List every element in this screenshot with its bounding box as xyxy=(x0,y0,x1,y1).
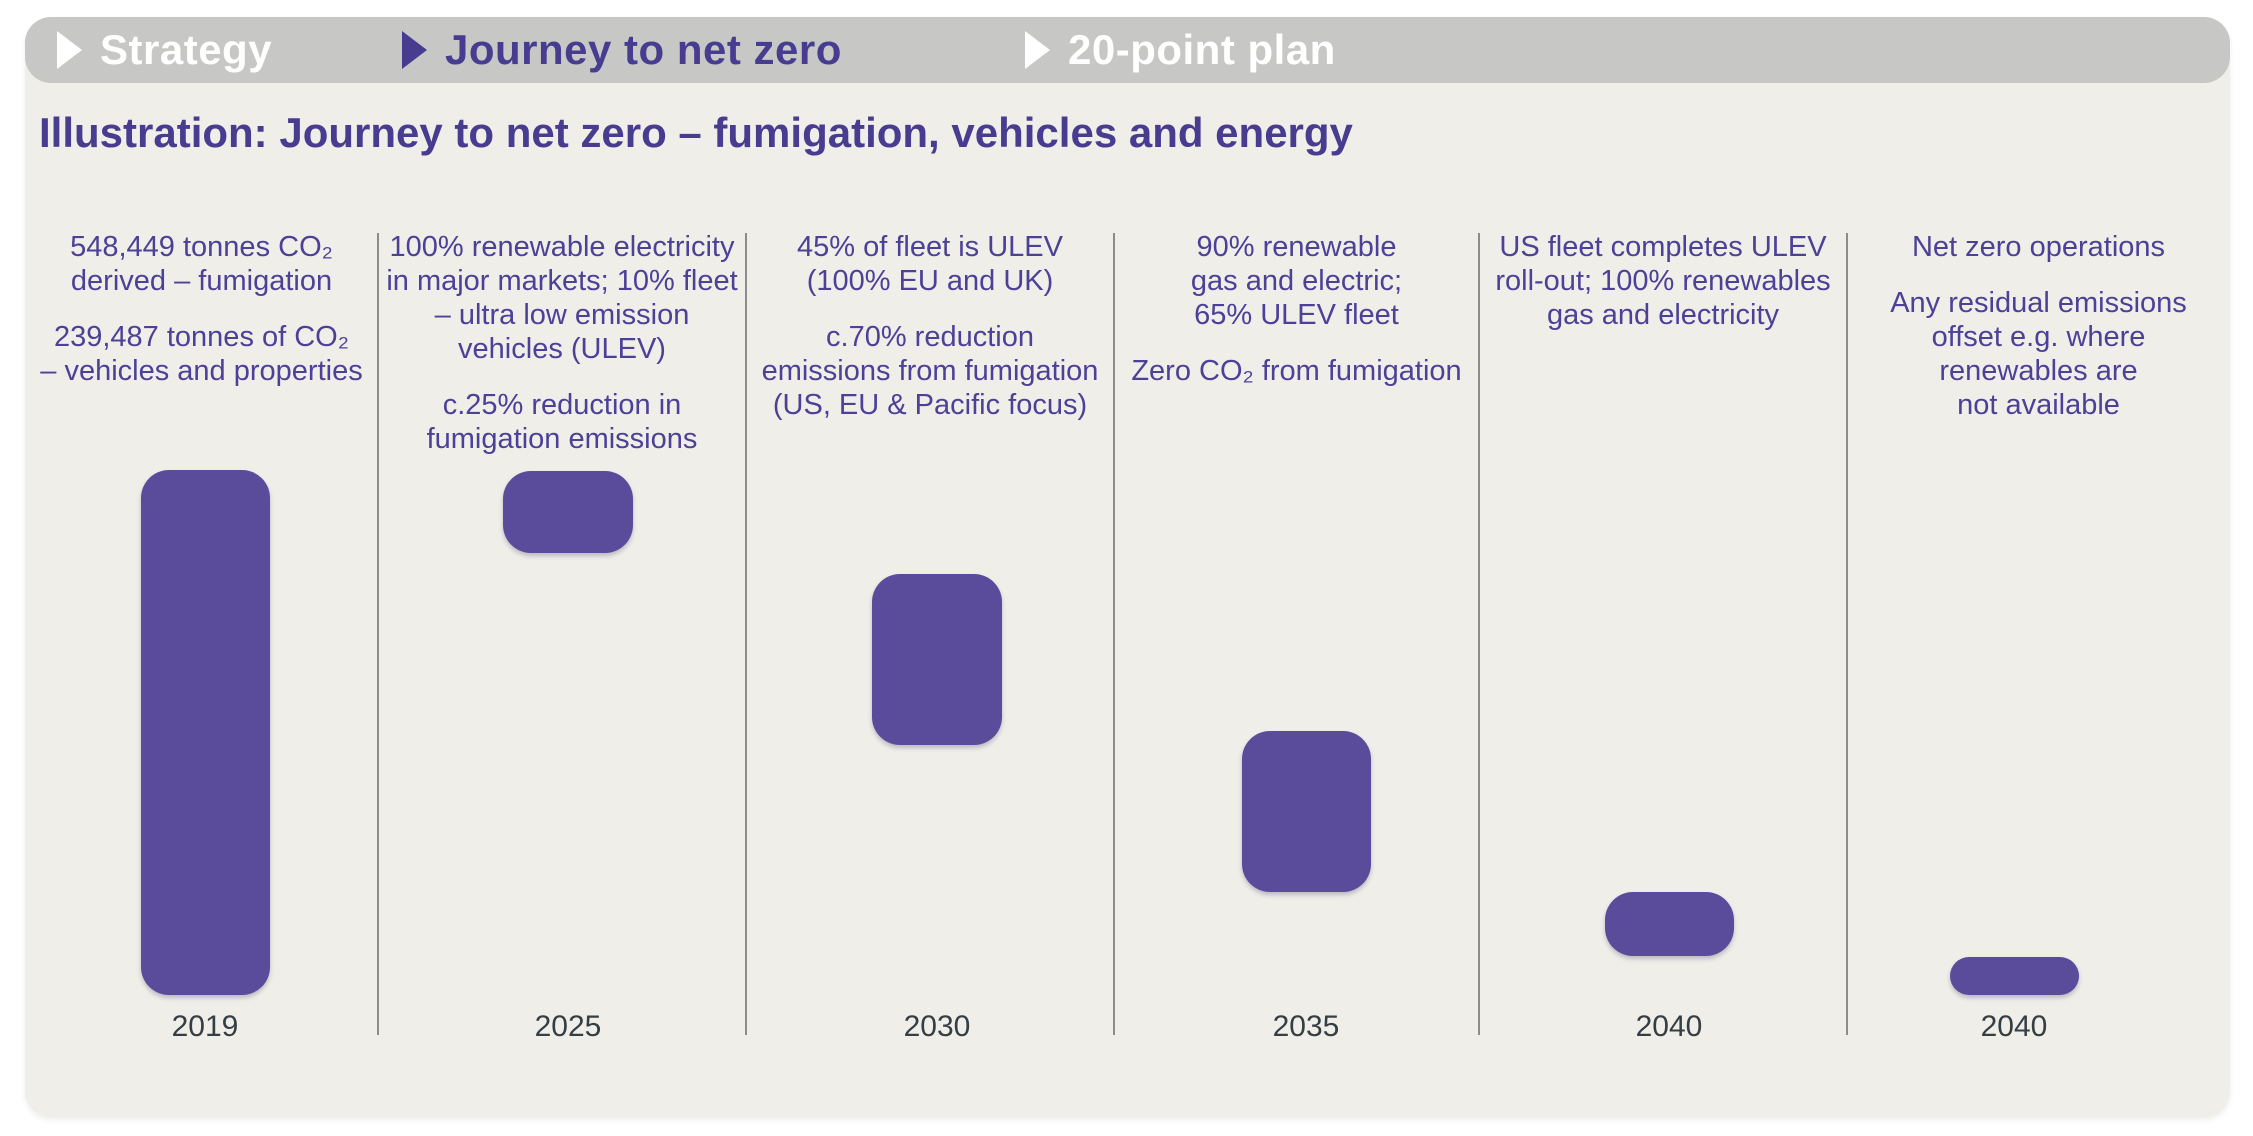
slide-panel: Strategy Journey to net zero 20-point pl… xyxy=(25,17,2230,1117)
emissions-bar-2035 xyxy=(1242,730,1371,893)
annotation-paragraph: Any residual emissions offset e.g. where… xyxy=(1890,287,2187,421)
annotation-paragraph: 100% renewable electricity in major mark… xyxy=(386,231,738,365)
year-label: 2035 xyxy=(1272,1010,1340,1043)
annotation-paragraph: 90% renewable gas and electric; 65% ULEV… xyxy=(1190,231,1403,331)
arrow-right-icon xyxy=(1025,31,1050,69)
breadcrumb-item-journey-to-net-zero[interactable]: Journey to net zero xyxy=(402,17,842,83)
annotation-paragraph: US fleet completes ULEV roll-out; 100% r… xyxy=(1495,231,1831,331)
emissions-bar-2025 xyxy=(503,471,633,553)
column-divider xyxy=(1113,233,1115,1035)
column-annotation-2040-net-zero: Net zero operations Any residual emissio… xyxy=(1847,230,2230,444)
annotation-paragraph: Net zero operations xyxy=(1911,231,2166,263)
breadcrumb: Strategy Journey to net zero 20-point pl… xyxy=(25,17,2230,83)
column-divider xyxy=(1478,233,1480,1035)
breadcrumb-label: Journey to net zero xyxy=(445,26,842,73)
breadcrumb-item-strategy[interactable]: Strategy xyxy=(57,17,272,83)
column-annotation-2030: 45% of fleet is ULEV (100% EU and UK) c.… xyxy=(746,230,1114,444)
annotation-paragraph: c.70% reduction emissions from fumigatio… xyxy=(761,321,1099,421)
year-label: 2025 xyxy=(534,1010,602,1043)
breadcrumb-label: Strategy xyxy=(100,26,273,73)
emissions-bar-2019 xyxy=(141,470,270,995)
breadcrumb-item-20-point-plan[interactable]: 20-point plan xyxy=(1025,17,1336,83)
annotation-paragraph: 239,487 tonnes of CO₂ – vehicles and pro… xyxy=(40,321,363,387)
annotation-paragraph: Zero CO₂ from fumigation xyxy=(1131,355,1462,387)
emissions-bar-2040-us xyxy=(1605,892,1734,957)
emissions-bar-2030 xyxy=(872,573,1002,746)
column-divider xyxy=(745,233,747,1035)
annotation-paragraph: 45% of fleet is ULEV (100% EU and UK) xyxy=(797,231,1063,297)
year-label: 2030 xyxy=(903,1010,971,1043)
breadcrumb-label: 20-point plan xyxy=(1068,26,1336,73)
annotation-paragraph: 548,449 tonnes CO₂ derived – fumigation xyxy=(70,231,333,297)
column-annotation-2019: 548,449 tonnes CO₂ derived – fumigation … xyxy=(25,230,378,410)
column-annotation-2035: 90% renewable gas and electric; 65% ULEV… xyxy=(1114,230,1479,410)
arrow-right-icon xyxy=(402,31,427,69)
column-annotation-2040-us: US fleet completes ULEV roll-out; 100% r… xyxy=(1479,230,1847,354)
year-label: 2019 xyxy=(171,1010,239,1043)
arrow-right-icon xyxy=(57,31,82,69)
column-divider xyxy=(377,233,379,1035)
column-divider xyxy=(1846,233,1848,1035)
page-title: Illustration: Journey to net zero – fumi… xyxy=(39,109,1353,156)
column-annotation-2025: 100% renewable electricity in major mark… xyxy=(378,230,746,478)
emissions-bar-2040-net-zero xyxy=(1950,957,2079,995)
annotation-paragraph: c.25% reduction in fumigation emissions xyxy=(426,389,698,455)
year-label: 2040 xyxy=(1635,1010,1703,1043)
year-label: 2040 xyxy=(1980,1010,2048,1043)
